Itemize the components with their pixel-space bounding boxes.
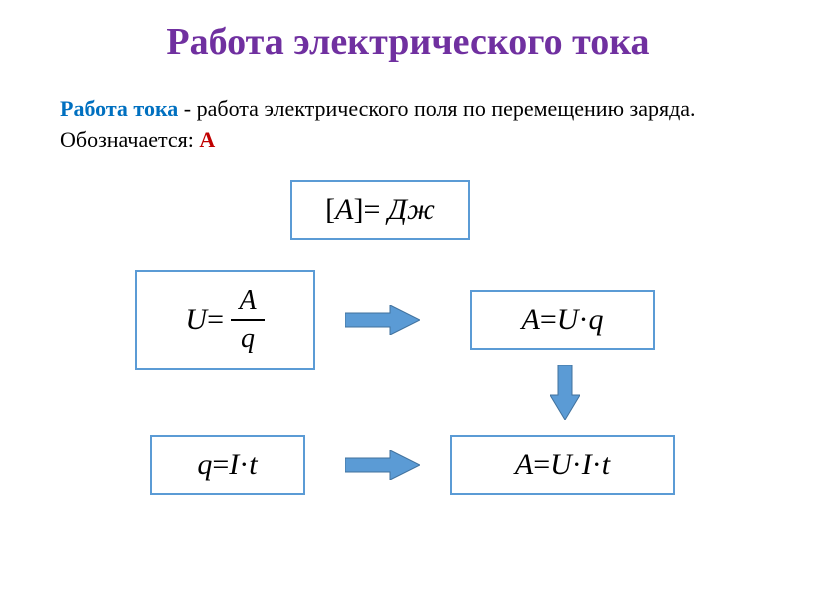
voltage-fraction: A q xyxy=(231,285,264,355)
formula-work-uit-box: A = U · I · t xyxy=(450,435,675,495)
voltage-eq: = xyxy=(207,303,224,337)
definition-text: Работа тока - работа электрического поля… xyxy=(60,94,756,156)
unit-var: A xyxy=(335,193,353,227)
unit-eq: = xyxy=(363,193,380,227)
formula-charge-box: q = I · t xyxy=(150,435,305,495)
definition-term: Работа тока xyxy=(60,96,178,121)
charge-eq: = xyxy=(212,448,229,482)
formula-voltage-box: U = A q xyxy=(135,270,315,370)
bracket-close: ] xyxy=(353,193,363,227)
definition-symbol: А xyxy=(199,127,215,152)
page-title: Работа электрического тока xyxy=(60,20,756,64)
arrow-right-icon xyxy=(345,450,420,480)
work-uit-rhs1: U xyxy=(550,448,572,482)
charge-rhs2: t xyxy=(249,448,257,482)
unit-rhs: Дж xyxy=(388,193,435,227)
formula-work-uq-box: A = U · q xyxy=(470,290,655,350)
voltage-den: q xyxy=(233,323,263,355)
work-uq-rhs2: q xyxy=(588,303,603,337)
work-uq-lhs: A xyxy=(522,303,540,337)
bracket-open: [ xyxy=(325,193,335,227)
fraction-line xyxy=(231,319,264,321)
voltage-num: A xyxy=(231,285,264,317)
work-uq-rhs1: U xyxy=(557,303,579,337)
arrow-right-icon xyxy=(345,305,420,335)
work-uit-lhs: A xyxy=(515,448,533,482)
formula-unit-box: [A] = Дж xyxy=(290,180,470,240)
work-uit-rhs2: I xyxy=(582,448,592,482)
arrow-down-icon xyxy=(550,365,580,420)
work-uq-eq: = xyxy=(540,303,557,337)
charge-rhs1: I xyxy=(229,448,239,482)
charge-lhs: q xyxy=(197,448,212,482)
work-uq-dot: · xyxy=(578,303,588,337)
work-uit-dot2: · xyxy=(592,448,602,482)
work-uit-eq: = xyxy=(533,448,550,482)
charge-dot: · xyxy=(239,448,249,482)
work-uit-rhs3: t xyxy=(602,448,610,482)
work-uit-dot1: · xyxy=(572,448,582,482)
voltage-lhs: U xyxy=(185,303,207,337)
